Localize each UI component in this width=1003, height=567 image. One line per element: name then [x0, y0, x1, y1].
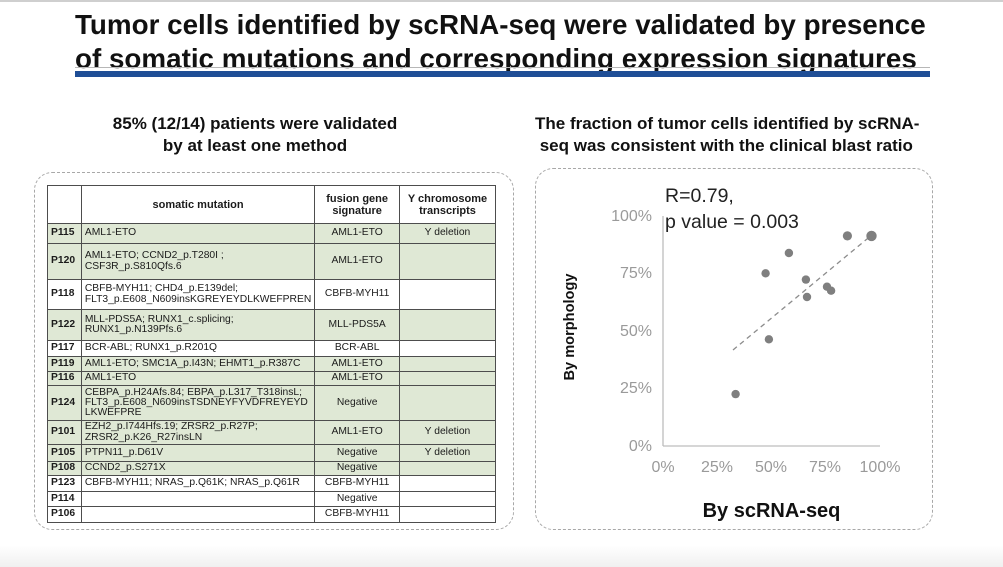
svg-text:0%: 0%	[651, 459, 674, 476]
svg-text:100%: 100%	[860, 459, 901, 476]
svg-text:100%: 100%	[611, 208, 652, 225]
svg-text:50%: 50%	[620, 323, 652, 340]
svg-text:75%: 75%	[809, 459, 841, 476]
svg-text:0%: 0%	[629, 438, 652, 455]
svg-text:75%: 75%	[620, 265, 652, 282]
svg-text:25%: 25%	[701, 459, 733, 476]
svg-text:25%: 25%	[620, 380, 652, 397]
svg-text:50%: 50%	[755, 459, 787, 476]
